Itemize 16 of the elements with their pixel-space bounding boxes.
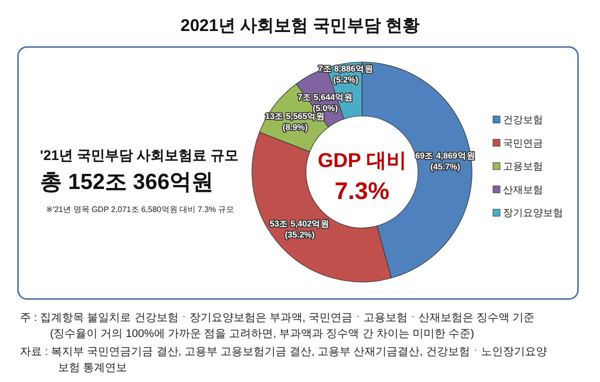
legend-label: 산재보험 — [503, 184, 543, 196]
legend-label: 건강보험 — [503, 115, 543, 126]
text: 7.3% — [334, 178, 390, 205]
text: GDP 대비 — [318, 150, 406, 172]
text: 총 152조 366억원 — [40, 169, 214, 194]
text: '21년 국민부담 사회보험료 규모 — [40, 147, 239, 163]
text: 주 : 집계항목 불일치로 건강보험ㆍ장기요양보험은 부과액, 국민연금ㆍ고용보험ㆍ산재보험은 징수액 기준 — [20, 312, 535, 324]
legend-label: 고용보험 — [503, 162, 543, 173]
data-label: 53조 5,402억원 (35.2%) — [270, 218, 330, 240]
legend-label: 장기요양보험 — [503, 208, 563, 220]
legend-label: 국민연금 — [503, 138, 543, 150]
text: (징수율이 거의 100%에 가까운 점을 고려하면, 부과액과 징수액 간 차이는 미미한 수준) — [50, 328, 474, 340]
text: 보험 통계연보 — [58, 362, 128, 374]
text: ※'21년 명목 GDP 2,071조 6,580억원 대비 7.3% 규모 — [46, 205, 234, 214]
chart-title: 2021년 사회보험 국민부담 현황 — [180, 16, 420, 35]
text: 자료 : 복지부 국민연금기금 결산, 고용부 고용보험기금 결산, 고용부 산재기금결산, 건강보험ㆍ노인장기요양 — [20, 346, 547, 358]
